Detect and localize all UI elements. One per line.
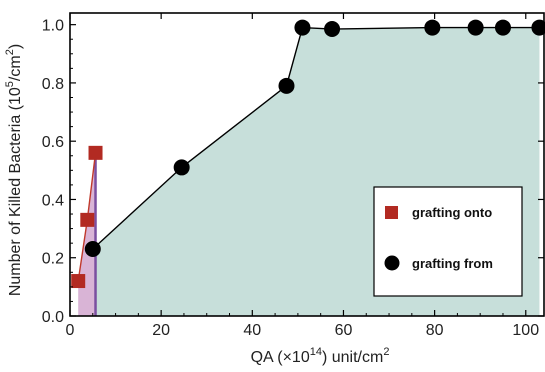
x-axis-title: QA (×1014) unit/cm2 — [251, 346, 390, 366]
y-tick-label: 0.4 — [42, 192, 64, 209]
point-grafting-from — [294, 19, 311, 36]
legend-circle-marker — [384, 255, 400, 271]
point-grafting-from — [467, 19, 484, 36]
y-tick-label: 0.8 — [42, 76, 64, 93]
x-tick-label: 100 — [512, 322, 539, 339]
x-axis-title-sup: 14 — [310, 346, 322, 358]
legend-box — [373, 186, 523, 297]
y-axis-title-main: Number of Killed Bacteria (10 — [7, 87, 24, 296]
x-axis-title-main: QA (×10 — [251, 349, 310, 366]
legend: grafting onto grafting from — [373, 186, 523, 297]
x-tick-label: 0 — [66, 322, 75, 339]
y-axis-title-sup: 5 — [4, 81, 16, 87]
data-markers — [71, 19, 545, 289]
legend-label-grafting-from: grafting from — [412, 256, 493, 271]
x-tick-label: 80 — [426, 322, 444, 339]
y-tick-label: 0.6 — [42, 134, 64, 151]
y-axis-title-tail: /cm — [7, 55, 24, 81]
x-tick-label: 40 — [243, 322, 261, 339]
legend-label-grafting-onto: grafting onto — [412, 205, 492, 220]
y-tick-label: 0.2 — [42, 251, 64, 268]
point-grafting-from — [494, 19, 511, 36]
point-grafting-onto — [88, 145, 103, 160]
x-tick-label: 20 — [152, 322, 170, 339]
point-grafting-onto — [71, 274, 86, 289]
y-axis-title-sup2: 2 — [4, 49, 16, 55]
x-axis-title-tail: ) unit/cm — [322, 349, 383, 366]
x-axis-title-sup2: 2 — [383, 346, 389, 358]
point-grafting-from — [531, 19, 545, 36]
y-tick-label: 0.0 — [42, 309, 64, 326]
y-axis-title-close: ) — [7, 44, 24, 49]
y-tick-label: 1.0 — [42, 18, 64, 35]
plot-frame — [69, 12, 545, 317]
x-tick-label: 60 — [335, 322, 353, 339]
point-grafting-onto — [80, 212, 95, 227]
point-grafting-from — [278, 77, 295, 94]
point-grafting-from — [84, 240, 101, 257]
legend-square-marker — [385, 206, 398, 219]
y-axis-title: Number of Killed Bacteria (105/cm2) — [4, 44, 24, 296]
point-grafting-from — [173, 159, 190, 176]
point-grafting-from — [324, 21, 341, 38]
axis-ticks: 0 20 40 60 80 100 0.0 0.2 0.4 0.6 0.8 1.0 — [42, 13, 544, 339]
point-grafting-from — [424, 19, 441, 36]
